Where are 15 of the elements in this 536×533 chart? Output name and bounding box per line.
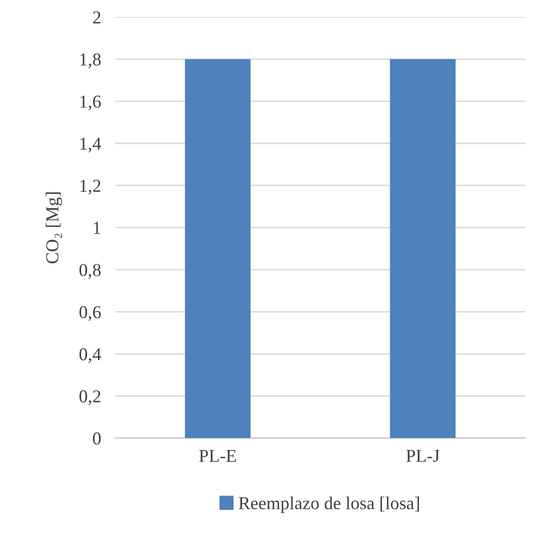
- x-tick-label: PL-E: [199, 450, 236, 462]
- x-tick-label: PL-J: [406, 450, 440, 462]
- y-tick-label: 0,8: [79, 264, 101, 279]
- y-tick-label: 0,4: [79, 348, 102, 363]
- y-axis-title: CO₂ [Mg]: [46, 192, 62, 264]
- y-tick-label: 0,6: [79, 306, 101, 321]
- y-tick-label: 0,2: [79, 390, 100, 406]
- y-tick-label: 1,6: [80, 96, 101, 110]
- y-tick-label: 1: [94, 222, 100, 234]
- y-tick-label: 1,2: [80, 180, 100, 195]
- y-tick-label: 0: [93, 432, 101, 445]
- y-tick-label: 1,4: [80, 138, 102, 152]
- y-tick-label: 1,8: [80, 53, 101, 68]
- legend-label: Reemplazo de losa [losa]: [238, 496, 419, 513]
- y-tick-label: 2: [93, 11, 100, 24]
